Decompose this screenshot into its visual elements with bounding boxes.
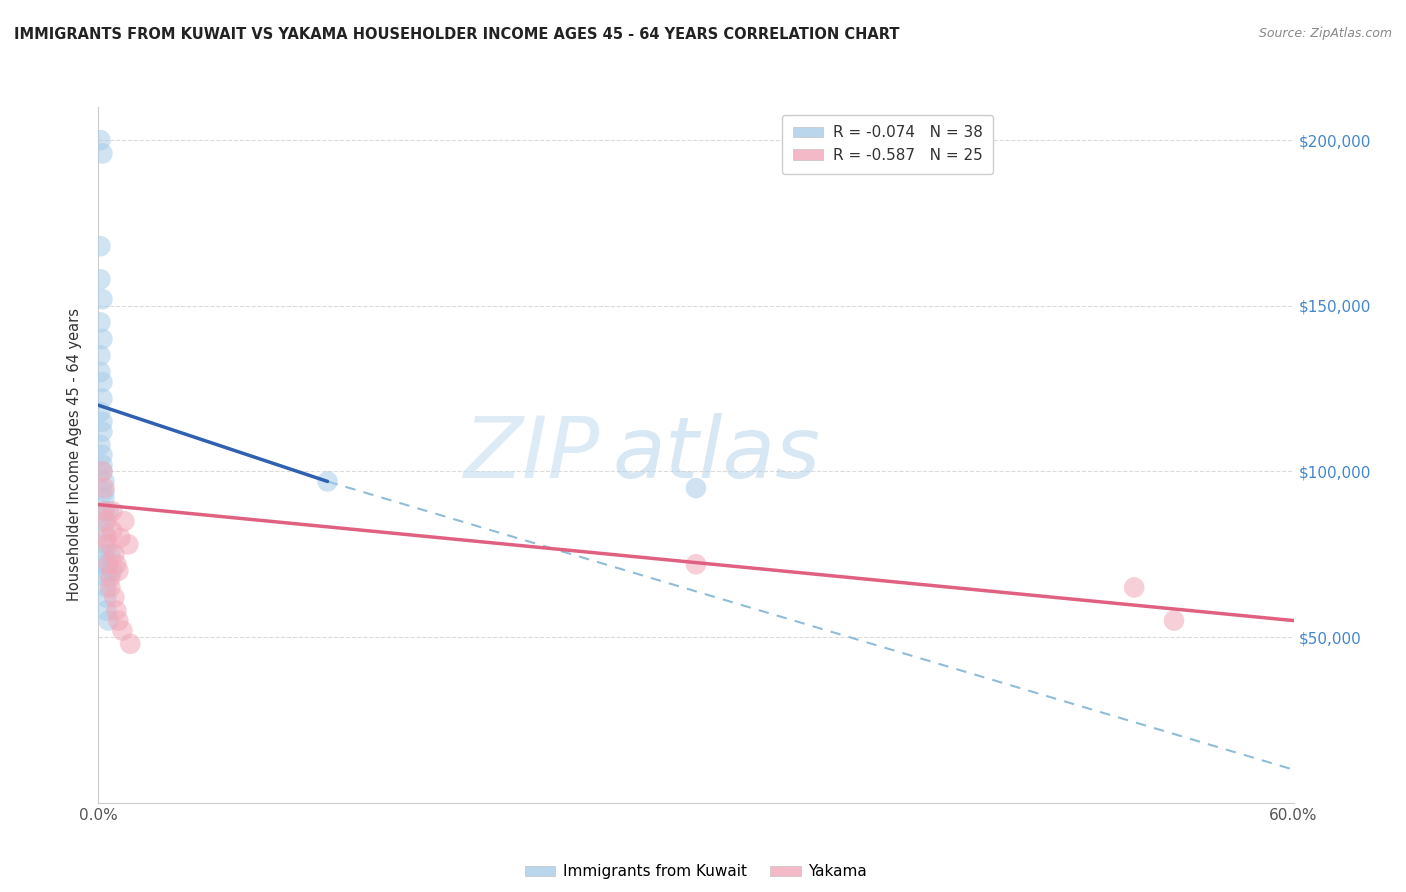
Point	[1163, 614, 1185, 628]
Point	[93, 484, 115, 499]
Point	[93, 504, 115, 518]
Point	[89, 438, 111, 452]
Y-axis label: Householder Income Ages 45 - 64 years: Householder Income Ages 45 - 64 years	[67, 309, 83, 601]
Point	[96, 514, 118, 528]
Text: ZIP: ZIP	[464, 413, 600, 497]
Point	[117, 537, 139, 551]
Point	[89, 315, 111, 329]
Point	[91, 425, 114, 439]
Point	[93, 481, 115, 495]
Point	[107, 614, 129, 628]
Point	[685, 558, 707, 572]
Point	[103, 591, 125, 605]
Point	[91, 392, 114, 406]
Point	[96, 604, 118, 618]
Point	[91, 458, 114, 472]
Point	[89, 272, 111, 286]
Point	[111, 624, 134, 638]
Point	[97, 504, 120, 518]
Point	[91, 415, 114, 429]
Point	[93, 475, 115, 489]
Point	[93, 524, 115, 538]
Point	[93, 558, 115, 572]
Point	[101, 564, 124, 578]
Point	[91, 375, 114, 389]
Point	[100, 581, 122, 595]
Point	[89, 349, 111, 363]
Point	[89, 133, 111, 147]
Text: Source: ZipAtlas.com: Source: ZipAtlas.com	[1258, 27, 1392, 40]
Text: atlas: atlas	[613, 413, 820, 497]
Point	[91, 465, 114, 479]
Point	[91, 332, 114, 346]
Point	[107, 564, 129, 578]
Point	[93, 547, 115, 561]
Point	[105, 558, 128, 572]
Point	[91, 448, 114, 462]
Point	[91, 465, 114, 479]
Point	[105, 604, 128, 618]
Point	[97, 537, 120, 551]
Point	[89, 405, 111, 419]
Point	[103, 547, 125, 561]
Point	[96, 591, 118, 605]
Point	[93, 504, 115, 518]
Point	[93, 514, 115, 528]
Point	[97, 614, 120, 628]
Point	[89, 365, 111, 379]
Point	[96, 531, 118, 545]
Point	[112, 514, 135, 528]
Point	[93, 537, 115, 551]
Point	[91, 292, 114, 306]
Point	[97, 558, 120, 572]
Point	[110, 531, 132, 545]
Point	[101, 504, 124, 518]
Point	[101, 524, 124, 538]
Legend: Immigrants from Kuwait, Yakama: Immigrants from Kuwait, Yakama	[519, 858, 873, 886]
Point	[120, 637, 142, 651]
Point	[1123, 581, 1146, 595]
Point	[96, 570, 118, 584]
Point	[100, 547, 122, 561]
Text: IMMIGRANTS FROM KUWAIT VS YAKAMA HOUSEHOLDER INCOME AGES 45 - 64 YEARS CORRELATI: IMMIGRANTS FROM KUWAIT VS YAKAMA HOUSEHO…	[14, 27, 900, 42]
Point	[91, 146, 114, 161]
Point	[316, 475, 339, 489]
Point	[96, 564, 118, 578]
Point	[685, 481, 707, 495]
Point	[96, 581, 118, 595]
Point	[93, 491, 115, 505]
Point	[89, 239, 111, 253]
Point	[100, 570, 122, 584]
